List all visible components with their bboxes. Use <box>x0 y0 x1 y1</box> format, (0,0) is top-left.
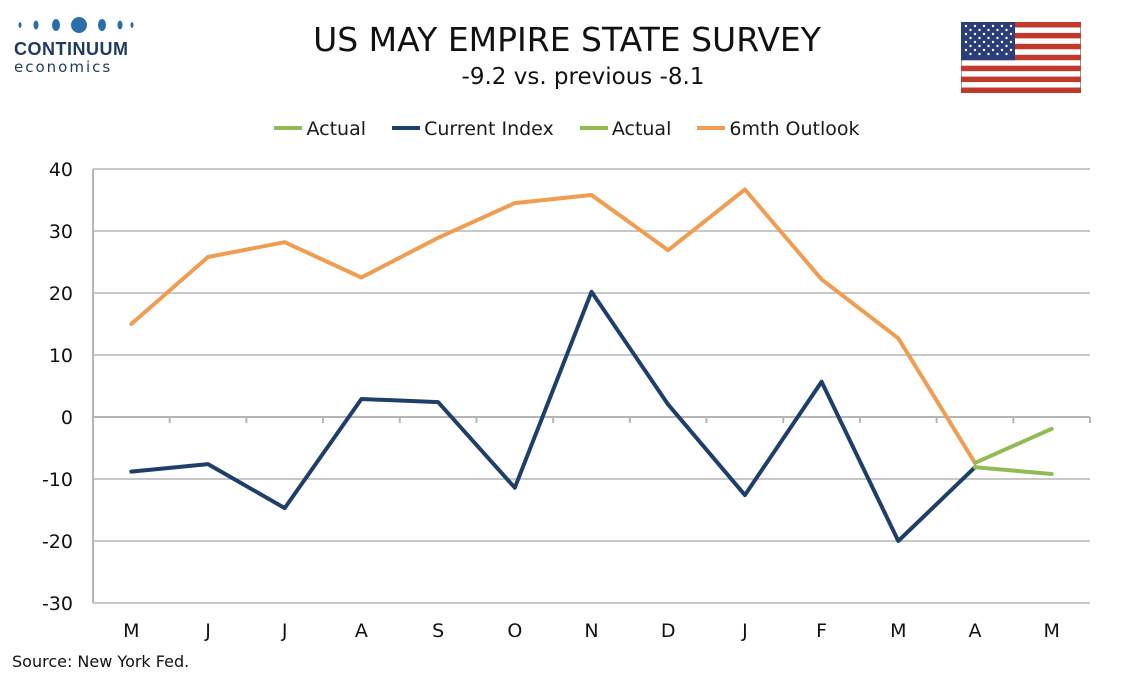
y-tick-label: 30 <box>49 221 73 243</box>
logo-sub: economics <box>14 58 113 76</box>
x-tick-label: J <box>741 620 748 642</box>
x-tick-label: J <box>281 620 288 642</box>
legend-label-current-index: Current Index <box>424 118 554 140</box>
x-tick-label: A <box>355 620 368 642</box>
logo-name: CONTINUUM <box>14 39 129 59</box>
x-tick-label: D <box>661 620 676 642</box>
y-tick-label: 0 <box>61 407 73 429</box>
y-tick-label: 10 <box>49 345 73 367</box>
x-tick-label: A <box>968 620 981 642</box>
legend-item-current-index: Current Index <box>392 118 554 140</box>
y-tick-label: -30 <box>42 593 73 615</box>
x-tick-label: N <box>584 620 598 642</box>
legend-swatch-actual-2 <box>579 125 608 130</box>
series-line-actual-2 <box>973 426 1054 465</box>
logo: CONTINUUM economics <box>14 14 144 76</box>
series-line-6mth-outlook-3 <box>129 187 977 465</box>
legend-label-actual-1: Actual <box>306 118 367 140</box>
line-chart: 40 30 20 10 0 -10 -20 -30 M J J A S O N D J F M A M <box>42 159 1091 642</box>
x-tick-label: F <box>816 620 827 642</box>
x-tick-label: M <box>890 620 906 642</box>
legend-label-actual-2: Actual <box>611 118 672 140</box>
x-tick-label: S <box>432 620 444 642</box>
source-note: Source: New York Fed. <box>12 652 190 671</box>
legend-swatch-6mth-outlook <box>697 125 726 130</box>
series-line-current-index-1 <box>129 289 977 543</box>
chart-subtitle: -9.2 vs. previous -8.1 <box>461 64 705 90</box>
x-tick-label: O <box>507 620 522 642</box>
x-tick-label: M <box>123 620 139 642</box>
legend: Actual Current Index Actual 6mth Outlook <box>0 118 1134 140</box>
series-line-actual-0 <box>973 465 1054 476</box>
chart-title: US MAY EMPIRE STATE SURVEY <box>313 20 821 59</box>
y-tick-label: 20 <box>49 283 73 305</box>
legend-item-actual-1: Actual <box>274 118 366 140</box>
legend-item-6mth-outlook: 6mth Outlook <box>697 118 860 140</box>
y-tick-label: -10 <box>42 469 73 491</box>
y-tick-label: -20 <box>42 531 73 553</box>
y-tick-label: 40 <box>49 159 73 181</box>
legend-swatch-actual-1 <box>274 125 303 130</box>
legend-swatch-current-index <box>392 125 421 130</box>
legend-label-6mth-outlook: 6mth Outlook <box>729 118 860 140</box>
us-flag-icon <box>961 22 1081 93</box>
x-tick-label: J <box>204 620 211 642</box>
logo-dots-icon <box>18 17 134 33</box>
legend-item-actual-2: Actual <box>579 118 672 140</box>
x-tick-label: M <box>1043 620 1059 642</box>
